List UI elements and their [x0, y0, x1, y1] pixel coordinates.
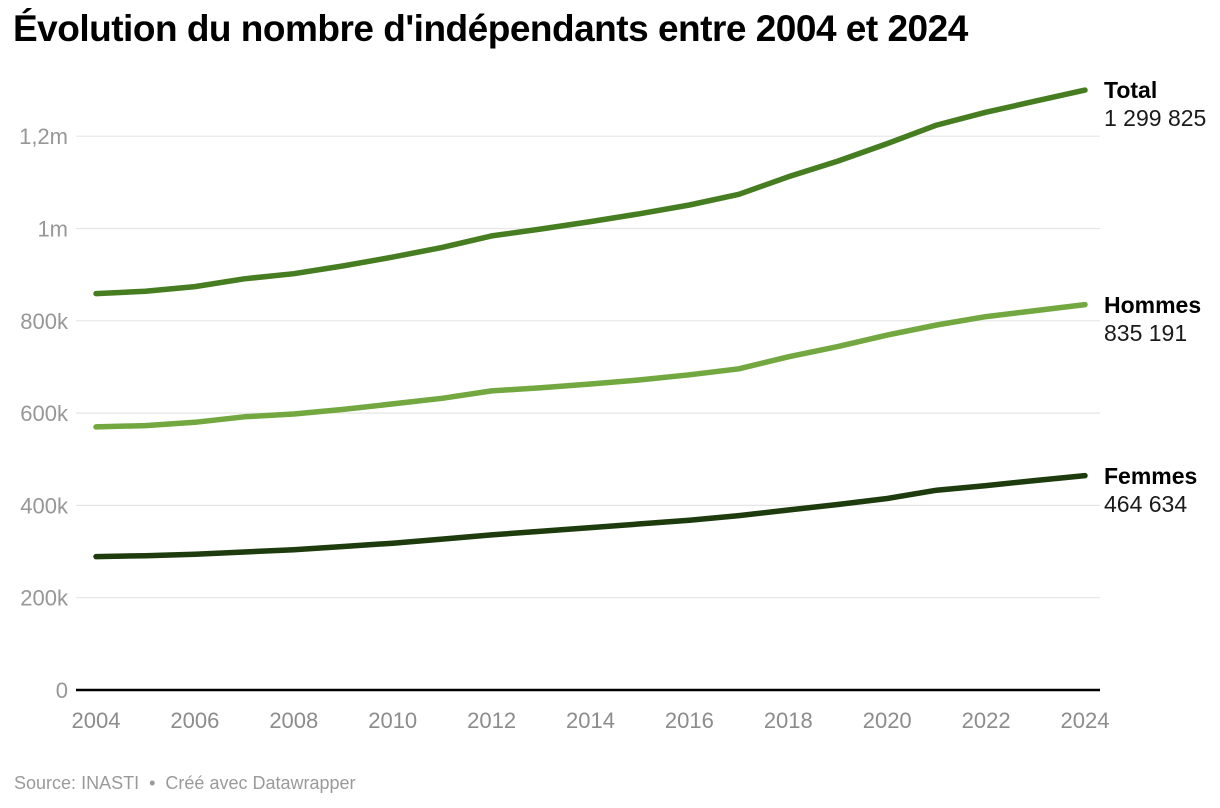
x-axis-tick-label: 2012 [467, 708, 516, 733]
source-name: INASTI [81, 773, 140, 793]
x-axis-tick-label: 2024 [1061, 708, 1110, 733]
y-axis-tick-label: 600k [20, 401, 69, 426]
x-axis-tick-label: 2014 [566, 708, 615, 733]
source-label: Source: [14, 773, 77, 793]
footer-separator: • [149, 773, 156, 793]
x-axis-tick-label: 2004 [72, 708, 121, 733]
x-axis-tick-label: 2020 [863, 708, 912, 733]
series-name-label: Femmes [1104, 462, 1198, 489]
y-axis-tick-label: 200k [20, 586, 69, 611]
chart-title: Évolution du nombre d'indépendants entre… [13, 8, 968, 49]
y-axis-tick-label: 1m [37, 217, 68, 242]
x-axis-tick-label: 2008 [269, 708, 318, 733]
series-end-value: 1 299 825 [1104, 105, 1207, 132]
datawrapper-credit-link[interactable]: Créé avec Datawrapper [165, 773, 356, 793]
x-axis-tick-label: 2018 [764, 708, 813, 733]
y-axis-tick-label: 400k [20, 493, 69, 518]
series-line-total[interactable] [93, 87, 1088, 297]
x-axis-tick-label: 2006 [170, 708, 219, 733]
series-line-femmes[interactable] [93, 472, 1088, 560]
series-name-label: Total [1104, 77, 1158, 104]
series-end-value: 464 634 [1104, 490, 1188, 517]
chart-footer: Source: INASTI • Créé avec Datawrapper [14, 773, 356, 794]
x-axis-tick-label: 2016 [665, 708, 714, 733]
x-axis-tick-label: 2022 [962, 708, 1011, 733]
series-line-hommes[interactable] [93, 301, 1088, 430]
y-axis-tick-label: 0 [56, 678, 68, 703]
series-end-label-total: Total 1 299 825 [1104, 77, 1206, 133]
series-end-label-femmes: Femmes 464 634 [1104, 463, 1197, 519]
series-name-label: Hommes [1104, 291, 1202, 318]
y-axis-tick-label: 800k [20, 309, 69, 334]
x-axis-tick-label: 2010 [368, 708, 417, 733]
series-end-value: 835 191 [1104, 319, 1188, 346]
series-end-label-hommes: Hommes 835 191 [1104, 292, 1201, 348]
y-axis-tick-label: 1,2m [19, 124, 68, 149]
